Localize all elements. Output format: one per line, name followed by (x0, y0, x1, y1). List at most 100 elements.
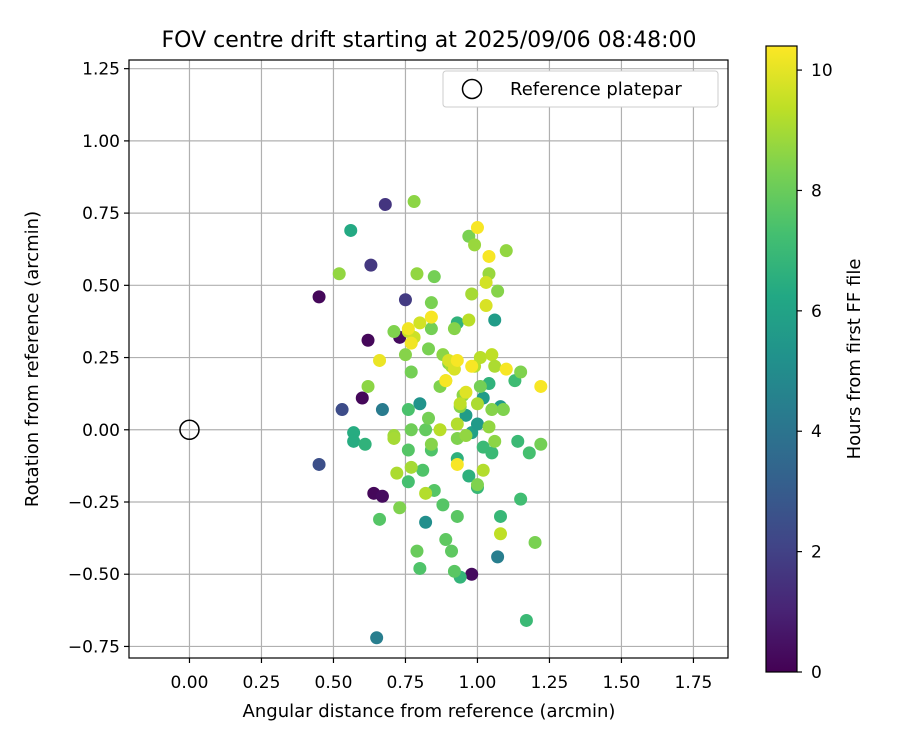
data-point (424, 310, 438, 324)
data-point (488, 434, 502, 448)
data-point (479, 299, 493, 313)
data-point (407, 195, 421, 209)
data-point (450, 509, 464, 523)
x-tick-label: 1.75 (675, 673, 713, 693)
data-point (361, 379, 375, 393)
data-point (528, 535, 542, 549)
data-point (344, 223, 358, 237)
data-point (424, 437, 438, 451)
y-tick-label: 0.50 (82, 276, 120, 296)
data-point (398, 293, 412, 307)
data-point (364, 258, 378, 272)
data-point (485, 403, 499, 417)
data-point (445, 544, 459, 558)
legend-reference-marker (461, 78, 483, 100)
data-point (401, 322, 415, 336)
data-point (482, 420, 496, 434)
data-point (476, 440, 490, 454)
data-point (422, 342, 435, 356)
chart-title: FOV centre drift starting at 2025/09/06 … (162, 28, 697, 53)
data-point (465, 567, 479, 581)
data-point (410, 544, 424, 558)
data-point (485, 348, 499, 362)
colorbar-tick-label: 4 (811, 422, 822, 442)
x-tick-label: 1.00 (459, 673, 497, 693)
data-point (419, 486, 433, 500)
data-point (393, 501, 407, 515)
y-tick-label: −0.25 (68, 493, 120, 513)
data-point (470, 478, 484, 492)
data-points (312, 195, 548, 645)
x-tick-label: 0.00 (171, 673, 209, 693)
data-point (499, 244, 513, 258)
data-point (476, 463, 490, 477)
data-point (424, 296, 438, 310)
plot-area-frame (128, 59, 729, 659)
y-tick-label: −0.50 (68, 565, 120, 585)
data-point (401, 475, 415, 489)
data-point (465, 287, 479, 301)
data-point (473, 379, 487, 393)
data-point (439, 533, 453, 547)
y-tick-label: 0.25 (82, 349, 120, 369)
data-point (404, 423, 418, 437)
data-point (419, 515, 433, 529)
y-axis-label: Rotation from reference (arcmin) (22, 211, 43, 507)
colorbar-ticks: 0 2 4 6 8 10 (797, 61, 833, 683)
data-point (422, 411, 435, 425)
colorbar-label: Hours from first FF file (844, 259, 865, 460)
data-point (447, 564, 461, 578)
colorbar-tick-label: 10 (811, 61, 833, 81)
data-point (470, 417, 484, 431)
y-tick-label: 0.00 (82, 421, 120, 441)
data-point (468, 238, 482, 252)
data-point (427, 270, 441, 284)
y-tick-label: 0.75 (82, 204, 120, 224)
data-point (401, 443, 415, 457)
x-tick-label: 0.25 (243, 673, 281, 693)
data-point (462, 313, 476, 327)
data-point (493, 527, 507, 541)
data-point (335, 403, 349, 417)
data-point (312, 290, 326, 304)
data-point (470, 221, 484, 235)
data-point (413, 316, 427, 330)
colorbar-tick-label: 2 (811, 543, 822, 563)
grid (129, 60, 728, 658)
data-point (404, 460, 418, 474)
data-point (347, 434, 361, 448)
data-point (355, 391, 369, 405)
data-point (493, 509, 507, 523)
data-point (462, 469, 476, 483)
data-point (373, 512, 387, 526)
data-point (413, 397, 427, 411)
data-point (447, 322, 461, 336)
data-point (433, 423, 447, 437)
data-point (436, 498, 450, 512)
data-point (496, 403, 510, 417)
x-tick-label: 1.25 (531, 673, 569, 693)
y-tick-label: −0.75 (68, 637, 120, 657)
data-point (419, 423, 433, 437)
y-tick-label: 1.00 (82, 132, 120, 152)
data-point (398, 348, 412, 362)
data-point (404, 365, 418, 379)
data-point (358, 437, 372, 451)
data-point (534, 379, 548, 393)
x-tick-label: 1.50 (603, 673, 641, 693)
x-axis-ticks: 0.00 0.25 0.50 0.75 1.00 1.25 1.50 1.75 (171, 658, 713, 693)
data-point (470, 397, 484, 411)
data-point (499, 362, 513, 376)
data-point (410, 267, 424, 281)
data-point (361, 333, 375, 347)
y-axis-ticks: −0.75 −0.50 −0.25 0.00 0.25 0.50 0.75 1.00 1.25 (68, 60, 129, 657)
data-point (332, 267, 346, 281)
data-point (479, 275, 493, 289)
colorbar-tick-label: 6 (811, 302, 822, 322)
x-tick-label: 0.50 (315, 673, 353, 693)
data-point (378, 197, 392, 211)
data-point (375, 403, 389, 417)
colorbar-tick-label: 0 (811, 663, 822, 683)
